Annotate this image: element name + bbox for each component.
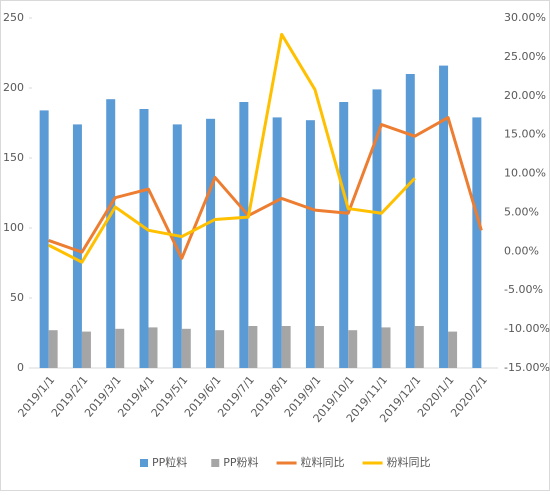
bar — [148, 327, 158, 368]
bar — [248, 326, 258, 368]
y-tick-label: 150 — [3, 151, 24, 164]
bar — [115, 328, 125, 368]
y2-tick-label: 10.00% — [504, 167, 546, 180]
bar — [448, 331, 458, 368]
bar — [281, 326, 291, 368]
bar — [72, 124, 82, 369]
bar — [106, 99, 116, 368]
line — [47, 32, 416, 264]
bar — [405, 74, 415, 368]
legend-swatch — [140, 459, 148, 467]
y-tick-label: 100 — [3, 221, 24, 234]
bar — [48, 330, 58, 368]
bar — [206, 118, 216, 368]
y2-tick-label: -15.00% — [504, 361, 550, 374]
line — [48, 116, 483, 260]
y2-tick-label: 5.00% — [504, 205, 539, 218]
bar — [239, 102, 249, 368]
bar — [348, 330, 358, 368]
legend-swatch — [211, 459, 220, 467]
y2-tick-label: 15.00% — [504, 128, 546, 141]
y-tick-label: 250 — [3, 11, 24, 24]
bar — [305, 120, 315, 368]
bar — [472, 117, 482, 369]
y2-tick-label: 20.00% — [504, 89, 546, 102]
legend-label: PP粉料 — [223, 455, 258, 469]
bar — [215, 330, 225, 368]
legend-label: 粒料同比 — [301, 455, 345, 469]
y2-tick-label: -5.00% — [504, 283, 543, 296]
y-tick-label: 0 — [17, 361, 24, 374]
bar — [372, 89, 382, 369]
legend-label: PP粒料 — [152, 455, 187, 469]
bar — [381, 327, 391, 368]
bar — [81, 331, 91, 368]
y2-tick-label: 30.00% — [504, 11, 546, 24]
y2-tick-label: 0.00% — [504, 244, 539, 257]
bar — [339, 102, 349, 368]
legend-label: 粉料同比 — [387, 455, 431, 469]
bar — [314, 326, 324, 368]
y-tick-label: 200 — [3, 81, 24, 94]
bar — [414, 326, 424, 368]
bar — [139, 109, 149, 368]
y-tick-label: 50 — [10, 291, 24, 304]
bar — [439, 65, 449, 368]
bar — [181, 328, 191, 368]
y2-tick-label: -10.00% — [504, 322, 550, 335]
bar — [272, 117, 282, 369]
bar — [39, 110, 49, 369]
y2-tick-label: 25.00% — [504, 50, 546, 63]
